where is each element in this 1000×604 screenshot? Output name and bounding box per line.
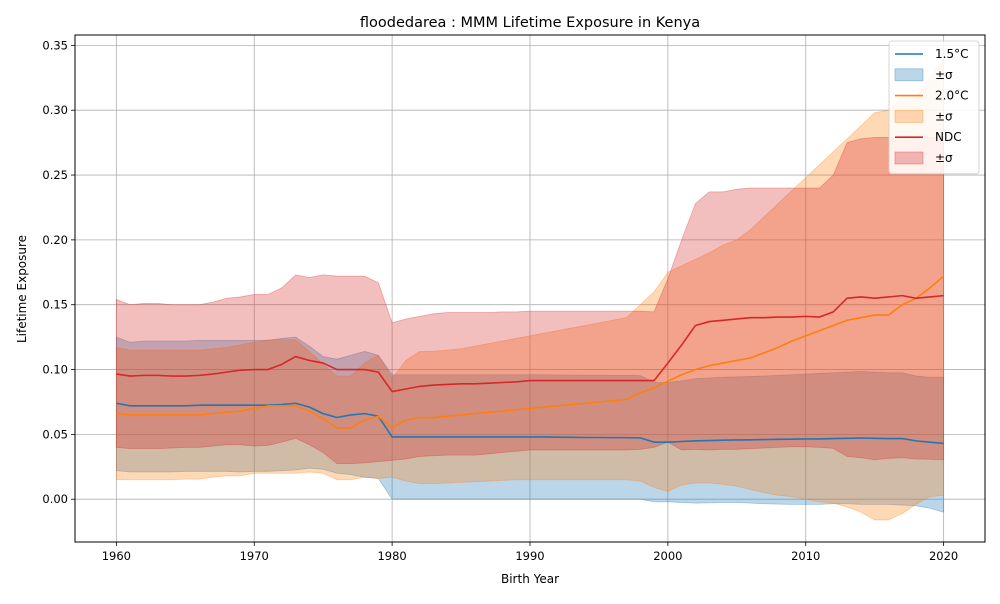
- legend-box: [888, 40, 980, 175]
- legend-label: 1.5°C: [935, 47, 968, 61]
- gridlines: [75, 35, 985, 542]
- legend-item: ±σ: [894, 109, 953, 123]
- legend-band-swatch: [894, 68, 924, 82]
- legend-label: 2.0°C: [935, 89, 968, 103]
- x-tick-label: 1980: [377, 549, 406, 563]
- sigma-band-series-1: [115, 57, 945, 521]
- sigma-band-series-2: [115, 135, 945, 464]
- legend-label: ±σ: [935, 68, 953, 82]
- series-line-1: [116, 275, 945, 429]
- legend-band-swatch: [894, 110, 924, 123]
- y-tick-label: 0.35: [42, 38, 68, 52]
- series-line-0: [116, 402, 944, 445]
- legend-item: NDC: [895, 130, 962, 144]
- series-line-2: [116, 294, 944, 393]
- legend-item: 1.5°C: [895, 47, 968, 61]
- legend: 1.5°C ±σ 2.0°C ±σ NDC ±σ: [888, 40, 980, 175]
- y-tick-label: 0.05: [42, 427, 68, 441]
- x-axis-label: Birth Year: [501, 572, 559, 586]
- x-tick-label: 2000: [653, 549, 682, 563]
- x-tick-label: 1970: [240, 549, 269, 563]
- y-tick-label: 0.15: [42, 298, 68, 312]
- y-tick-label: 0.20: [42, 233, 68, 247]
- sigma-band-series-0: [115, 336, 945, 513]
- legend-item: ±σ: [894, 68, 953, 82]
- series-lines: [116, 275, 945, 445]
- legend-label: ±σ: [935, 109, 953, 123]
- axis-ticks: 1960 1970 1980 1990 2000 2010 2020 0.00 0.05 0.10…: [42, 38, 958, 563]
- x-tick-label: 2020: [929, 549, 958, 563]
- x-tick-label: 2010: [791, 549, 820, 563]
- y-tick-label: 0.10: [42, 363, 68, 377]
- x-tick-label: 1990: [515, 549, 544, 563]
- legend-item: 2.0°C: [895, 89, 968, 103]
- chart-title: floodedarea : MMM Lifetime Exposure in K…: [360, 15, 700, 31]
- y-tick-label: 0.30: [42, 103, 68, 117]
- y-axis-label: Lifetime Exposure: [15, 235, 29, 343]
- legend-label: NDC: [935, 130, 962, 144]
- legend-label: ±σ: [935, 151, 953, 165]
- y-tick-label: 0.25: [42, 168, 68, 182]
- y-tick-label: 0.00: [42, 492, 68, 506]
- x-tick-label: 1960: [102, 549, 131, 563]
- legend-band-swatch: [894, 151, 924, 165]
- uncertainty-bands: [115, 57, 945, 521]
- legend-item: ±σ: [894, 151, 953, 165]
